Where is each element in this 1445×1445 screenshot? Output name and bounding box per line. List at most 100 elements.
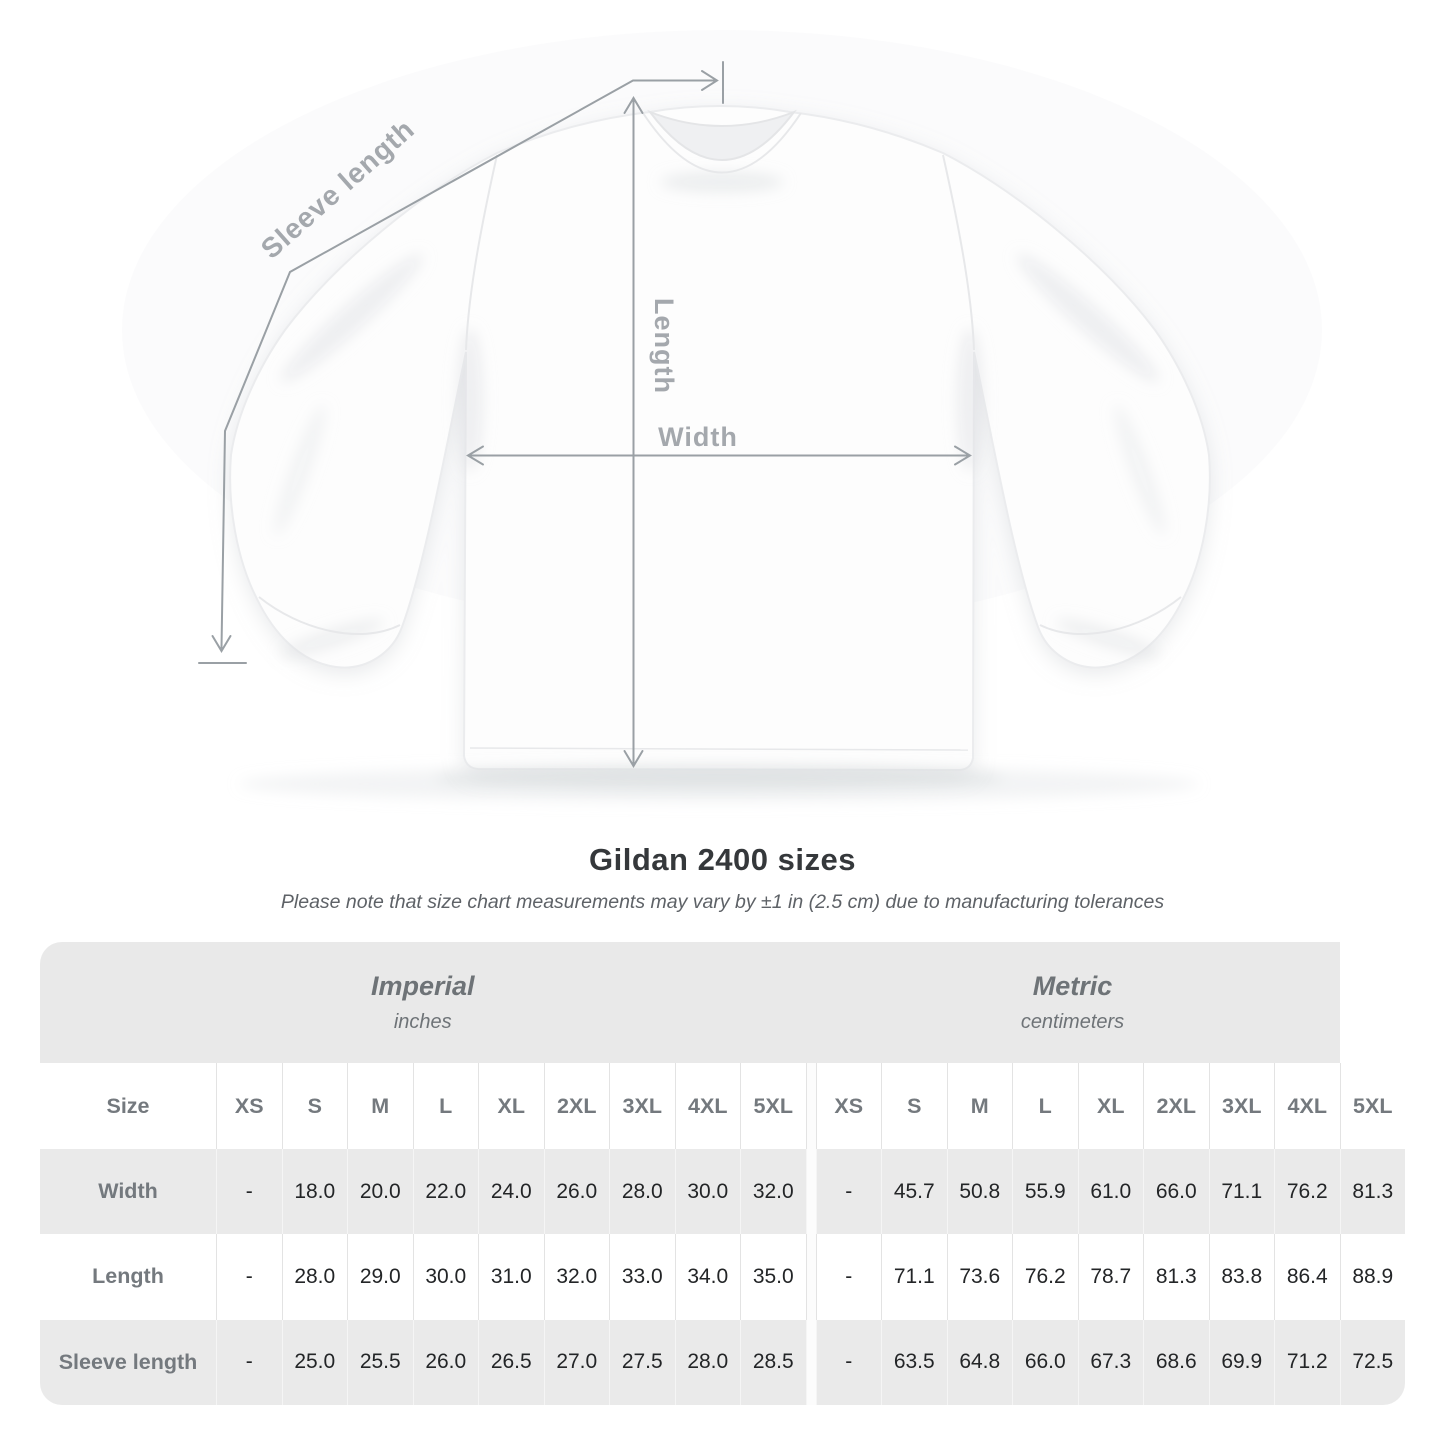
table-cell: 72.5 <box>1339 1319 1406 1405</box>
table-cell: - <box>815 1319 882 1405</box>
table-cell: 30.0 <box>412 1234 479 1320</box>
length-arrow-down-icon <box>623 750 644 768</box>
table-cell: 25.5 <box>347 1319 413 1405</box>
unit-band-row: Imperial inches Metric centimeters <box>40 942 1405 1063</box>
table-cell: 61.0 <box>1077 1149 1144 1235</box>
size-head: L <box>1012 1063 1078 1149</box>
table-cell: 69.9 <box>1208 1319 1275 1405</box>
table-cell: 26.0 <box>412 1319 479 1405</box>
table-cell: 31.0 <box>478 1234 544 1320</box>
size-head: M <box>347 1063 413 1149</box>
size-header-row: Size XS S M L XL 2XL 3XL 4XL 5XL XS S M … <box>40 1063 1405 1149</box>
table-cell: 27.5 <box>609 1319 675 1405</box>
table-cell: 71.1 <box>1208 1149 1275 1235</box>
metric-title: Metric <box>1032 971 1113 1001</box>
table-cell: 18.0 <box>281 1149 348 1235</box>
table-cell: 81.3 <box>1339 1149 1406 1235</box>
table-cell: 81.3 <box>1143 1234 1209 1320</box>
table-cell: 24.0 <box>478 1149 544 1235</box>
table-cell: 26.0 <box>543 1149 610 1235</box>
table-cell: 66.0 <box>1143 1149 1209 1235</box>
length-label: Length <box>649 298 679 394</box>
size-head: 3XL <box>1208 1063 1275 1149</box>
size-head: 2XL <box>543 1063 610 1149</box>
sleeve-length-line <box>220 79 715 649</box>
table-cell: 55.9 <box>1012 1149 1078 1235</box>
imperial-unit: inches <box>393 1011 452 1033</box>
table-cell: 88.9 <box>1339 1234 1406 1320</box>
table-cell: 71.2 <box>1274 1319 1340 1405</box>
tolerance-note: Please note that size chart measurements… <box>280 891 1165 913</box>
table-cell: 27.0 <box>543 1319 610 1405</box>
size-head: 5XL <box>740 1063 806 1149</box>
table-cell: 32.0 <box>543 1234 610 1320</box>
size-head: L <box>412 1063 479 1149</box>
imperial-header: Imperial inches <box>40 942 806 1063</box>
table-cell: 34.0 <box>674 1234 741 1320</box>
size-head: 2XL <box>1143 1063 1209 1149</box>
unit-divider <box>805 1234 816 1320</box>
metric-unit: centimeters <box>1020 1011 1125 1033</box>
table-cell: 28.0 <box>609 1149 675 1235</box>
unit-divider <box>805 1319 816 1405</box>
table-cell: - <box>216 1149 282 1235</box>
size-head: XS <box>815 1063 882 1149</box>
size-head: 5XL <box>1339 1063 1406 1149</box>
sleeve-arrow-right-icon <box>701 70 719 91</box>
size-head: 4XL <box>1274 1063 1340 1149</box>
unit-divider <box>805 1149 816 1235</box>
width-arrow-right-icon <box>954 445 972 466</box>
size-head: S <box>881 1063 947 1149</box>
table-cell: 25.0 <box>281 1319 348 1405</box>
size-head: S <box>281 1063 348 1149</box>
table-cell: 33.0 <box>609 1234 675 1320</box>
table-cell: 64.8 <box>946 1319 1013 1405</box>
length-arrow-up-icon <box>623 96 644 114</box>
table-row-width: Width - 18.0 20.0 22.0 24.0 26.0 28.0 30… <box>40 1149 1406 1235</box>
table-cell: 67.3 <box>1077 1319 1144 1405</box>
table-cell: 32.0 <box>740 1149 806 1235</box>
table-cell: 66.0 <box>1012 1319 1078 1405</box>
table-cell: - <box>815 1234 882 1320</box>
size-head: 3XL <box>609 1063 675 1149</box>
measurement-lines <box>198 61 972 768</box>
table-cell: 45.7 <box>881 1149 947 1235</box>
table-cell: 86.4 <box>1274 1234 1340 1320</box>
size-head: XL <box>1077 1063 1144 1149</box>
table-cell: - <box>216 1319 282 1405</box>
row-label: Width <box>98 1179 158 1204</box>
width-arrow-left-icon <box>466 445 484 466</box>
table-cell: 76.2 <box>1274 1149 1340 1235</box>
size-head: 4XL <box>674 1063 741 1149</box>
metric-header: Metric centimeters <box>805 942 1340 1063</box>
table-cell: 22.0 <box>412 1149 479 1235</box>
table-cell: 63.5 <box>881 1319 947 1405</box>
table-cell: 78.7 <box>1077 1234 1144 1320</box>
size-head: M <box>946 1063 1013 1149</box>
row-label: Sleeve length <box>58 1349 198 1374</box>
table-cell: - <box>815 1149 882 1235</box>
fabric-shading <box>239 172 1199 802</box>
table-cell: 30.0 <box>674 1149 741 1235</box>
unit-divider <box>805 1063 816 1149</box>
table-cell: 28.5 <box>740 1319 806 1405</box>
table-cell: - <box>216 1234 282 1320</box>
table-cell: 73.6 <box>946 1234 1013 1320</box>
imperial-title: Imperial <box>370 971 475 1001</box>
table-cell: 20.0 <box>347 1149 413 1235</box>
table-row-sleeve-length: Sleeve length - 25.0 25.5 26.0 26.5 27.0… <box>40 1319 1406 1405</box>
size-chart-table: Imperial inches Metric centimeters Size … <box>40 942 1405 1405</box>
table-cell: 83.8 <box>1208 1234 1275 1320</box>
table-cell: 76.2 <box>1012 1234 1078 1320</box>
row-label: Length <box>92 1264 164 1289</box>
table-cell: 29.0 <box>347 1234 413 1320</box>
table-cell: 68.6 <box>1143 1319 1209 1405</box>
size-column-title: Size <box>106 1093 150 1118</box>
sleeve-arrow-down-icon <box>211 635 232 653</box>
size-head: XS <box>216 1063 282 1149</box>
shirt-measurement-diagram: Sleeve length Length Width <box>198 61 1211 802</box>
table-cell: 71.1 <box>881 1234 947 1320</box>
table-cell: 28.0 <box>281 1234 348 1320</box>
table-cell: 35.0 <box>740 1234 806 1320</box>
